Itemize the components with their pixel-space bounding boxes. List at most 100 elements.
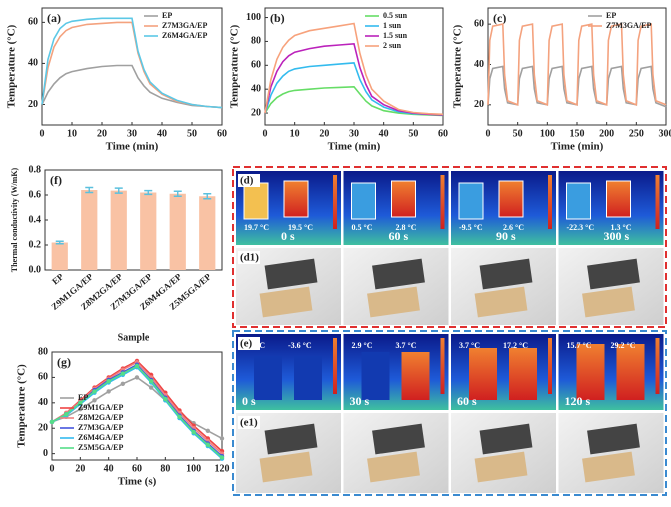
y-axis-label: Temperature (°C) <box>6 24 18 108</box>
legend-label: EP <box>162 11 172 20</box>
legend-label: EP <box>606 11 616 20</box>
x-axis-label: Time (min) <box>328 141 381 153</box>
y-tick-label: 0.2 <box>29 239 42 250</box>
sample-dark <box>587 258 640 290</box>
point <box>134 363 140 369</box>
sample-right <box>616 344 645 400</box>
error-bar <box>55 240 64 245</box>
y-tick-label: 100 <box>246 12 261 23</box>
x-tick-label: 30 <box>349 128 359 139</box>
series-line <box>487 23 667 106</box>
y-tick-label: 60 <box>251 60 261 71</box>
y-tick-label: 0 <box>43 448 48 459</box>
bar <box>110 190 127 270</box>
error-bar <box>85 186 94 194</box>
x-tick-label: 40 <box>379 128 389 139</box>
point <box>92 389 97 394</box>
temperature-label: 3.7 °C <box>396 341 417 350</box>
series-line <box>41 21 223 109</box>
x-tick-label: 10 <box>67 128 77 139</box>
panel-label-bg <box>238 251 260 264</box>
panel-label-bg <box>238 337 260 350</box>
temperature-label: 19.5 °C <box>288 223 313 232</box>
colorbar <box>333 338 337 394</box>
point <box>219 436 225 441</box>
sample-light <box>582 451 635 483</box>
x-tick-label: 50 <box>187 128 197 139</box>
x-tick-label: 50 <box>408 128 418 139</box>
sample-left <box>243 182 269 220</box>
temperature-label: 1.3 °C <box>611 223 632 232</box>
temperature-label: -3.6 °C <box>288 341 312 350</box>
y-tick-label: 60 <box>474 18 484 29</box>
bar <box>81 190 98 270</box>
error-bar <box>144 189 153 196</box>
colorbar <box>655 175 660 229</box>
series-line <box>264 42 444 116</box>
series-line <box>41 64 223 109</box>
x-tick-label: 0 <box>263 128 268 139</box>
panel-label: (d) <box>240 175 254 187</box>
temperature-label: -22.3 °C <box>567 223 595 232</box>
x-axis-label: Sample <box>118 332 150 343</box>
x-tick-label: 20 <box>97 128 107 139</box>
sample-light <box>259 451 313 483</box>
series-line <box>264 85 444 117</box>
time-label: 0 s <box>281 229 295 243</box>
time-label: 0 s <box>242 394 256 408</box>
sample-dark <box>264 423 318 455</box>
legend-label: Z6M4GA/EP <box>78 433 123 442</box>
point <box>148 385 154 390</box>
x-tick-label: 60 <box>438 128 448 139</box>
y-tick-label: 20 <box>474 99 484 110</box>
panel-label: (e1) <box>240 417 258 429</box>
x-tick-label: 30 <box>127 128 137 139</box>
time-label: 90 s <box>496 229 516 243</box>
time-label: 60 s <box>389 229 409 243</box>
series-line <box>264 62 444 116</box>
x-tick-label: EP <box>50 271 66 286</box>
time-label: 120 s <box>565 394 591 408</box>
time-label: 300 s <box>604 229 630 243</box>
sample-right <box>509 348 537 400</box>
temperature-label: 3.7 °C <box>459 341 480 350</box>
y-tick-label: 80 <box>38 346 48 357</box>
sample-dark <box>587 423 640 455</box>
x-tick-label: 200 <box>599 128 614 139</box>
legend-label: Z7M3GA/EP <box>162 21 207 30</box>
panel-label-bg <box>238 174 260 187</box>
legend-label: Z5M5GA/EP <box>78 443 123 452</box>
colorbar <box>440 175 445 229</box>
x-tick-label: 60 <box>217 128 227 139</box>
y-axis-label: Temperature (°C) <box>229 24 241 108</box>
series-line <box>264 22 444 116</box>
x-axis-label: Time (s) <box>118 476 157 488</box>
y-tick-label: 80 <box>251 36 261 47</box>
y-tick-label: 40 <box>38 397 48 408</box>
y-tick-label: 0.6 <box>29 189 42 200</box>
x-tick-label: 0 <box>486 128 491 139</box>
sample-right <box>294 356 322 400</box>
photo <box>558 413 664 493</box>
error-bar <box>203 193 212 200</box>
series-line <box>41 17 223 109</box>
point <box>106 379 111 384</box>
legend-label: 1 sun <box>383 21 402 30</box>
y-axis-label: Thermal conductivity (W/mK) <box>10 167 19 272</box>
x-tick-label: 0 <box>50 463 55 474</box>
bar <box>169 193 186 270</box>
sample-right <box>606 180 631 218</box>
y-tick-label: 0.8 <box>29 164 42 175</box>
bar <box>51 242 68 270</box>
y-tick-label: 20 <box>28 99 38 110</box>
point <box>63 412 69 417</box>
sample-light <box>474 451 528 483</box>
legend-label: 1.5 sun <box>383 31 408 40</box>
time-label: 30 s <box>350 394 370 408</box>
x-tick-label: 40 <box>157 128 167 139</box>
colorbar <box>333 175 337 229</box>
panel-label-bg <box>238 416 260 429</box>
point <box>205 428 211 433</box>
sample-left <box>469 348 497 400</box>
x-tick-label: 0 <box>40 128 45 139</box>
